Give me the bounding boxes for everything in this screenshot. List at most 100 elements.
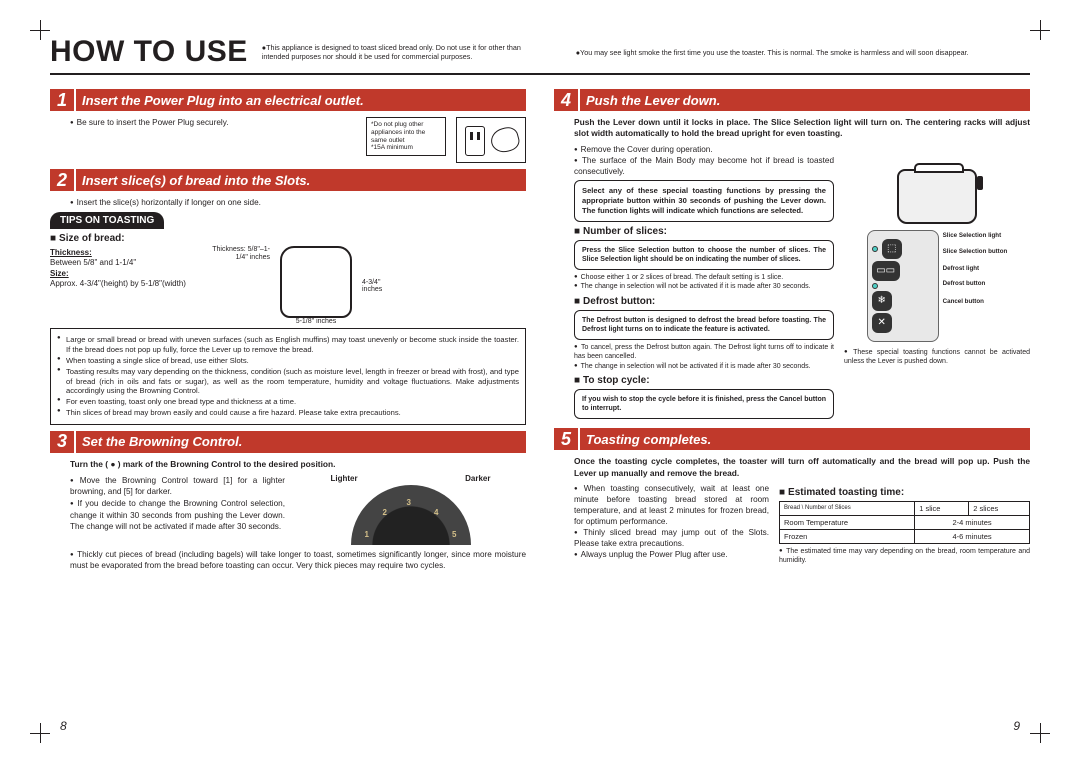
dim-height: 4-3/4" inches <box>362 279 402 293</box>
page-number-right: 9 <box>1013 719 1020 733</box>
step-2-title: Insert slice(s) of bread into the Slots. <box>82 169 310 191</box>
size-row: Size: Approx. 4-3/4"(height) by 5-1/8"(w… <box>50 269 200 288</box>
step-2-bar: 2 Insert slice(s) of bread into the Slot… <box>50 169 526 191</box>
defrost-label: Defrost button: <box>574 296 834 307</box>
step-4-title: Push the Lever down. <box>586 89 720 111</box>
step-5-title: Toasting completes. <box>586 428 711 450</box>
num-b1: Choose either 1 or 2 slices of bread. Th… <box>574 273 834 282</box>
left-column: 1 Insert the Power Plug into an electric… <box>50 83 526 571</box>
num-slices-label: Number of slices: <box>574 226 834 237</box>
defrost-button-icon: ❄ <box>872 291 892 311</box>
step-1-bar: 1 Insert the Power Plug into an electric… <box>50 89 526 111</box>
def-btn-label: Defrost button <box>943 280 1008 289</box>
num-b2: The change in selection will not be acti… <box>574 282 834 291</box>
s5-p3: Always unplug the Power Plug after use. <box>574 549 769 560</box>
defrost-light-icon <box>872 283 878 289</box>
num-slices-box: Press the Slice Selection button to choo… <box>574 240 834 270</box>
est-time-label: Estimated toasting time: <box>779 487 1030 498</box>
toaster-illustration <box>887 144 987 224</box>
stop-cycle-box: If you wish to stop the cycle before it … <box>574 389 834 419</box>
step-4-number: 4 <box>554 89 580 111</box>
thickness-label: Thickness: <box>50 248 92 257</box>
s3-p3: Thickly cut pieces of bread (including b… <box>70 549 526 571</box>
step-1-number: 1 <box>50 89 76 111</box>
slice-btn-label: Slice Selection button <box>943 248 1008 257</box>
s3-p1: Move the Browning Control toward [1] for… <box>70 475 285 497</box>
step-1-bullet: Be sure to insert the Power Plug securel… <box>70 117 356 128</box>
step-4-intro: Push the Lever down until it locks in pl… <box>574 117 1030 140</box>
step-1-warning-box: *Do not plug other appliances into the s… <box>366 117 446 156</box>
tips-item: Large or small bread or bread with uneve… <box>57 335 519 355</box>
val-room-temp: 2-4 minutes <box>915 515 1030 529</box>
est-time-table: Bread \ Number of Slices 1 slice 2 slice… <box>779 501 1030 544</box>
s4-select-box: Select any of these special toasting fun… <box>574 180 834 222</box>
page-title: HOW TO USE <box>50 35 248 69</box>
table-corner: Bread \ Number of Slices <box>780 501 915 515</box>
step-2-tips-box: Large or small bread or bread with uneve… <box>50 328 526 425</box>
control-panel: ⬚ ▭▭ ❄ ✕ <box>867 230 939 342</box>
step-4-bar: 4 Push the Lever down. <box>554 89 1030 111</box>
page-number-left: 8 <box>60 719 67 733</box>
browning-dial: Lighter Darker 1 2 3 4 5 <box>295 474 526 547</box>
step-5-number: 5 <box>554 428 580 450</box>
cancel-button-icon: ✕ <box>872 313 892 333</box>
cancel-btn-label: Cancel button <box>943 298 1008 307</box>
warn-2: *15A minimum <box>371 144 441 152</box>
size-of-bread-label: Size of bread: <box>50 233 526 244</box>
step-2-bullet: Insert the slice(s) horizontally if long… <box>70 197 526 208</box>
row-frozen: Frozen <box>780 529 915 543</box>
tips-item: Thin slices of bread may brown easily an… <box>57 408 519 418</box>
def-b1: To cancel, press the Defrost button agai… <box>574 343 834 362</box>
step-2-number: 2 <box>50 169 76 191</box>
s4-p2: The surface of the Main Body may become … <box>574 155 834 177</box>
tips-item: When toasting a single slice of bread, u… <box>57 356 519 366</box>
dial-3: 3 <box>407 498 411 507</box>
step-5-bar: 5 Toasting completes. <box>554 428 1030 450</box>
size-value: Approx. 4-3/4"(height) by 5-1/8"(width) <box>50 279 186 288</box>
header-note-right: ●You may see light smoke the first time … <box>576 48 1030 57</box>
table-note: The estimated time may vary depending on… <box>779 547 1030 566</box>
dial-5: 5 <box>452 530 456 539</box>
step-1-title: Insert the Power Plug into an electrical… <box>82 89 364 111</box>
row-room-temp: Room Temperature <box>780 515 915 529</box>
header: HOW TO USE ●This appliance is designed t… <box>50 35 1030 75</box>
size-specs: Thickness: Between 5/8" and 1-1/4" Size:… <box>50 246 200 290</box>
def-b2: The change in selection will not be acti… <box>574 362 834 371</box>
step-3-bar: 3 Set the Browning Control. <box>50 431 526 453</box>
step-3-intro: Turn the ( ● ) mark of the Browning Cont… <box>70 459 526 470</box>
def-light-label: Defrost light <box>943 265 1008 274</box>
s3-p2: If you decide to change the Browning Con… <box>70 498 285 531</box>
col-2-slices: 2 slices <box>969 501 1030 515</box>
slice-light-label: Slice Selection light <box>943 232 1008 241</box>
thickness-row: Thickness: Between 5/8" and 1-1/4" <box>50 248 200 267</box>
step-3-left-text: Move the Browning Control toward [1] for… <box>70 474 285 532</box>
thickness-value: Between 5/8" and 1-1/4" <box>50 258 136 267</box>
darker-label: Darker <box>465 474 490 483</box>
dial-2: 2 <box>383 508 387 517</box>
s5-p1: When toasting consecutively, wait at lea… <box>574 483 769 527</box>
bread-illustration: 5-1/8" inches <box>280 246 352 325</box>
col-1-slice: 1 slice <box>915 501 969 515</box>
stop-cycle-label: To stop cycle: <box>574 375 834 386</box>
dim-width: 5-1/8" inches <box>296 318 337 325</box>
step-3-title: Set the Browning Control. <box>82 431 242 453</box>
dial-1: 1 <box>365 530 369 539</box>
tips-list: Large or small bread or bread with uneve… <box>57 335 519 418</box>
step-3-number: 3 <box>50 431 76 453</box>
defrost-box: The Defrost button is designed to defros… <box>574 310 834 340</box>
dial-4: 4 <box>434 508 438 517</box>
s5-p2: Thinly sliced bread may jump out of the … <box>574 527 769 549</box>
slice-light-icon <box>872 246 878 252</box>
header-note-left: ●This appliance is designed to toast sli… <box>262 43 546 61</box>
right-column: 4 Push the Lever down. Push the Lever do… <box>554 83 1030 571</box>
tips-item: Toasting results may vary depending on t… <box>57 367 519 397</box>
tips-on-toasting-label: TIPS ON TOASTING <box>50 212 164 229</box>
val-frozen: 4-6 minutes <box>915 529 1030 543</box>
dim-thickness: Thickness: 5/8"–1-1/4" inches <box>210 246 270 263</box>
s4-p1: Remove the Cover during operation. <box>574 144 834 155</box>
plug-illustration <box>456 117 526 163</box>
panel-note: These special toasting functions cannot … <box>844 348 1030 367</box>
warn-1: *Do not plug other appliances into the s… <box>371 121 441 144</box>
tips-item: For even toasting, toast only one bread … <box>57 397 519 407</box>
slice-button-icon: ⬚ <box>882 239 902 259</box>
